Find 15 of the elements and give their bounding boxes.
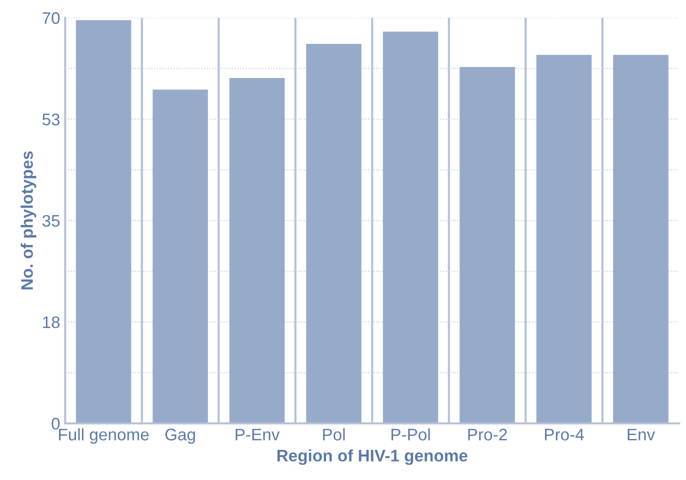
y-tick-label: 70 [42, 12, 60, 24]
x-axis-title: Region of HIV-1 genome [277, 449, 468, 465]
y-tick-label: 35 [42, 214, 60, 227]
x-tick-label: Env [628, 428, 656, 440]
y-tick-label: 53 [42, 114, 60, 126]
x-tick-label: Pro-4 [545, 428, 584, 440]
y-axis-title: No. of phylotypes [20, 151, 36, 290]
x-tick-label: Pol [323, 428, 345, 440]
x-tick-label: Full genome [59, 428, 149, 444]
y-tick-label: 18 [43, 316, 60, 328]
x-tick-label: Gag [165, 428, 195, 444]
x-tick-label: Pro-2 [468, 428, 507, 440]
y-tick-label: 0 [52, 418, 60, 430]
x-tick-label: P-Env [236, 428, 280, 440]
x-tick-label: P-Pol [392, 428, 430, 440]
